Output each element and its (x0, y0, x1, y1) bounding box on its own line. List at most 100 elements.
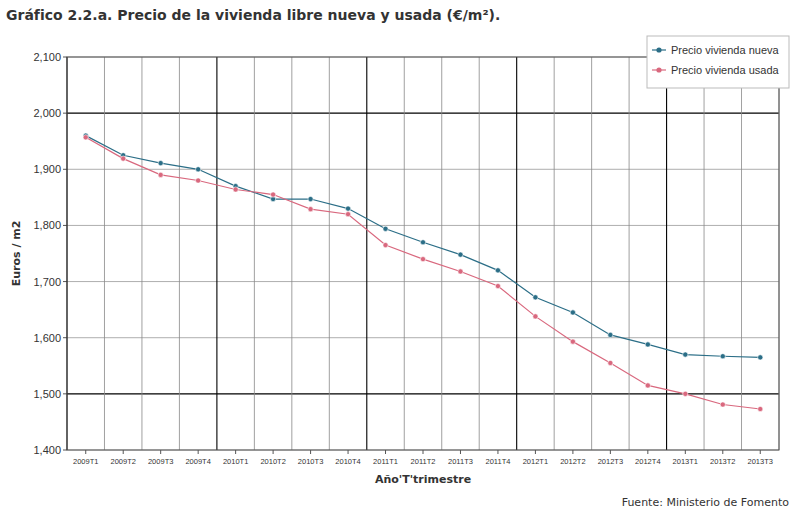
series-marker (308, 207, 313, 212)
legend-marker (656, 67, 661, 72)
series-marker (121, 156, 126, 161)
grid-line (67, 393, 779, 394)
tick-mark (423, 450, 424, 454)
tick-mark (348, 450, 349, 454)
y-axis-label: Euros / m2 (10, 221, 23, 287)
series-marker (645, 383, 650, 388)
x-tick-label: 2009T3 (148, 457, 173, 466)
series-marker (271, 192, 276, 197)
series-marker (495, 268, 500, 273)
x-tick-label: 2009T1 (73, 457, 98, 466)
x-tick-label: 2010T4 (335, 457, 360, 466)
x-tick-label: 2012T1 (523, 457, 548, 466)
tick-mark (647, 450, 648, 454)
grid-line (67, 337, 779, 338)
category-divider (704, 57, 705, 450)
source: Fuente: Ministerio de Fomento (622, 496, 790, 509)
series-line (86, 136, 761, 358)
series-marker (345, 212, 350, 217)
tick-mark (63, 393, 67, 394)
category-divider (591, 57, 592, 450)
series-marker (196, 167, 201, 172)
x-tick-label: 2012T4 (635, 457, 660, 466)
series-line (86, 137, 761, 409)
x-tick-label: 2010T1 (223, 457, 248, 466)
series-marker (83, 135, 88, 140)
series-marker (158, 172, 163, 177)
y-tick-label: 1,600 (33, 332, 61, 344)
tick-mark (385, 450, 386, 454)
category-divider (441, 57, 442, 450)
y-tick-label: 1,700 (33, 276, 61, 288)
x-tick-label: 2010T3 (298, 457, 323, 466)
x-tick-label: 2012T2 (560, 457, 585, 466)
x-tick-label: 2013T2 (710, 457, 735, 466)
series-marker (383, 242, 388, 247)
series-marker (683, 352, 688, 357)
legend-marker (656, 47, 661, 52)
tick-mark (497, 450, 498, 454)
tick-mark (63, 337, 67, 338)
grid-line (67, 169, 779, 170)
legend-label: Precio vivienda usada (671, 64, 780, 76)
category-divider (179, 57, 180, 450)
series-marker (570, 310, 575, 315)
category-divider (516, 57, 517, 450)
series-marker (758, 406, 763, 411)
tick-mark (198, 450, 199, 454)
series-marker (758, 355, 763, 360)
x-tick-label: 2013T1 (673, 457, 698, 466)
grid-line (67, 281, 779, 282)
category-divider (366, 57, 367, 450)
x-tick-label: 2012T3 (598, 457, 623, 466)
category-divider (666, 57, 667, 450)
series-marker (158, 161, 163, 166)
series-group (83, 133, 763, 412)
series-marker (720, 354, 725, 359)
category-divider (141, 57, 142, 450)
category-divider (741, 57, 742, 450)
series-marker (420, 240, 425, 245)
category-divider (216, 57, 217, 450)
x-tick-label: 2011T1 (373, 457, 398, 466)
grid-line (67, 113, 779, 114)
tick-mark (63, 169, 67, 170)
x-tick-label: 2009T4 (185, 457, 210, 466)
y-tick-label: 1,900 (33, 163, 61, 175)
x-tick-label: 2011T4 (486, 457, 511, 466)
tick-mark (63, 450, 67, 451)
category-divider (291, 57, 292, 450)
tick-mark (63, 57, 67, 58)
tick-mark (610, 450, 611, 454)
title: Gráfico 2.2.a. Precio de la vivienda lib… (6, 7, 500, 23)
grid-line (67, 225, 779, 226)
tick-mark (160, 450, 161, 454)
series-marker (608, 360, 613, 365)
tick-mark (535, 450, 536, 454)
series-marker (420, 257, 425, 262)
tick-mark (273, 450, 274, 454)
tick-mark (63, 281, 67, 282)
x-tick-label: 2011T3 (448, 457, 473, 466)
tick-mark (123, 450, 124, 454)
x-tick-label: 2009T2 (110, 457, 135, 466)
x-tick-label: 2011T2 (411, 457, 436, 466)
tick-mark (310, 450, 311, 454)
series-marker (458, 252, 463, 257)
y-tick-label: 2,100 (33, 51, 61, 63)
series-marker (196, 178, 201, 183)
series-marker (570, 339, 575, 344)
tick-mark (760, 450, 761, 454)
y-tick-label: 1,800 (33, 219, 61, 231)
x-axis-label: Año'T'trimestre (375, 473, 471, 486)
legend-box (647, 36, 789, 88)
series-marker (458, 269, 463, 274)
series-marker (720, 402, 725, 407)
category-divider (104, 57, 105, 450)
series-marker (308, 196, 313, 201)
legend-label: Precio vivienda nueva (671, 44, 780, 56)
category-divider (404, 57, 405, 450)
tick-mark (63, 225, 67, 226)
series-marker (533, 314, 538, 319)
series-marker (383, 226, 388, 231)
